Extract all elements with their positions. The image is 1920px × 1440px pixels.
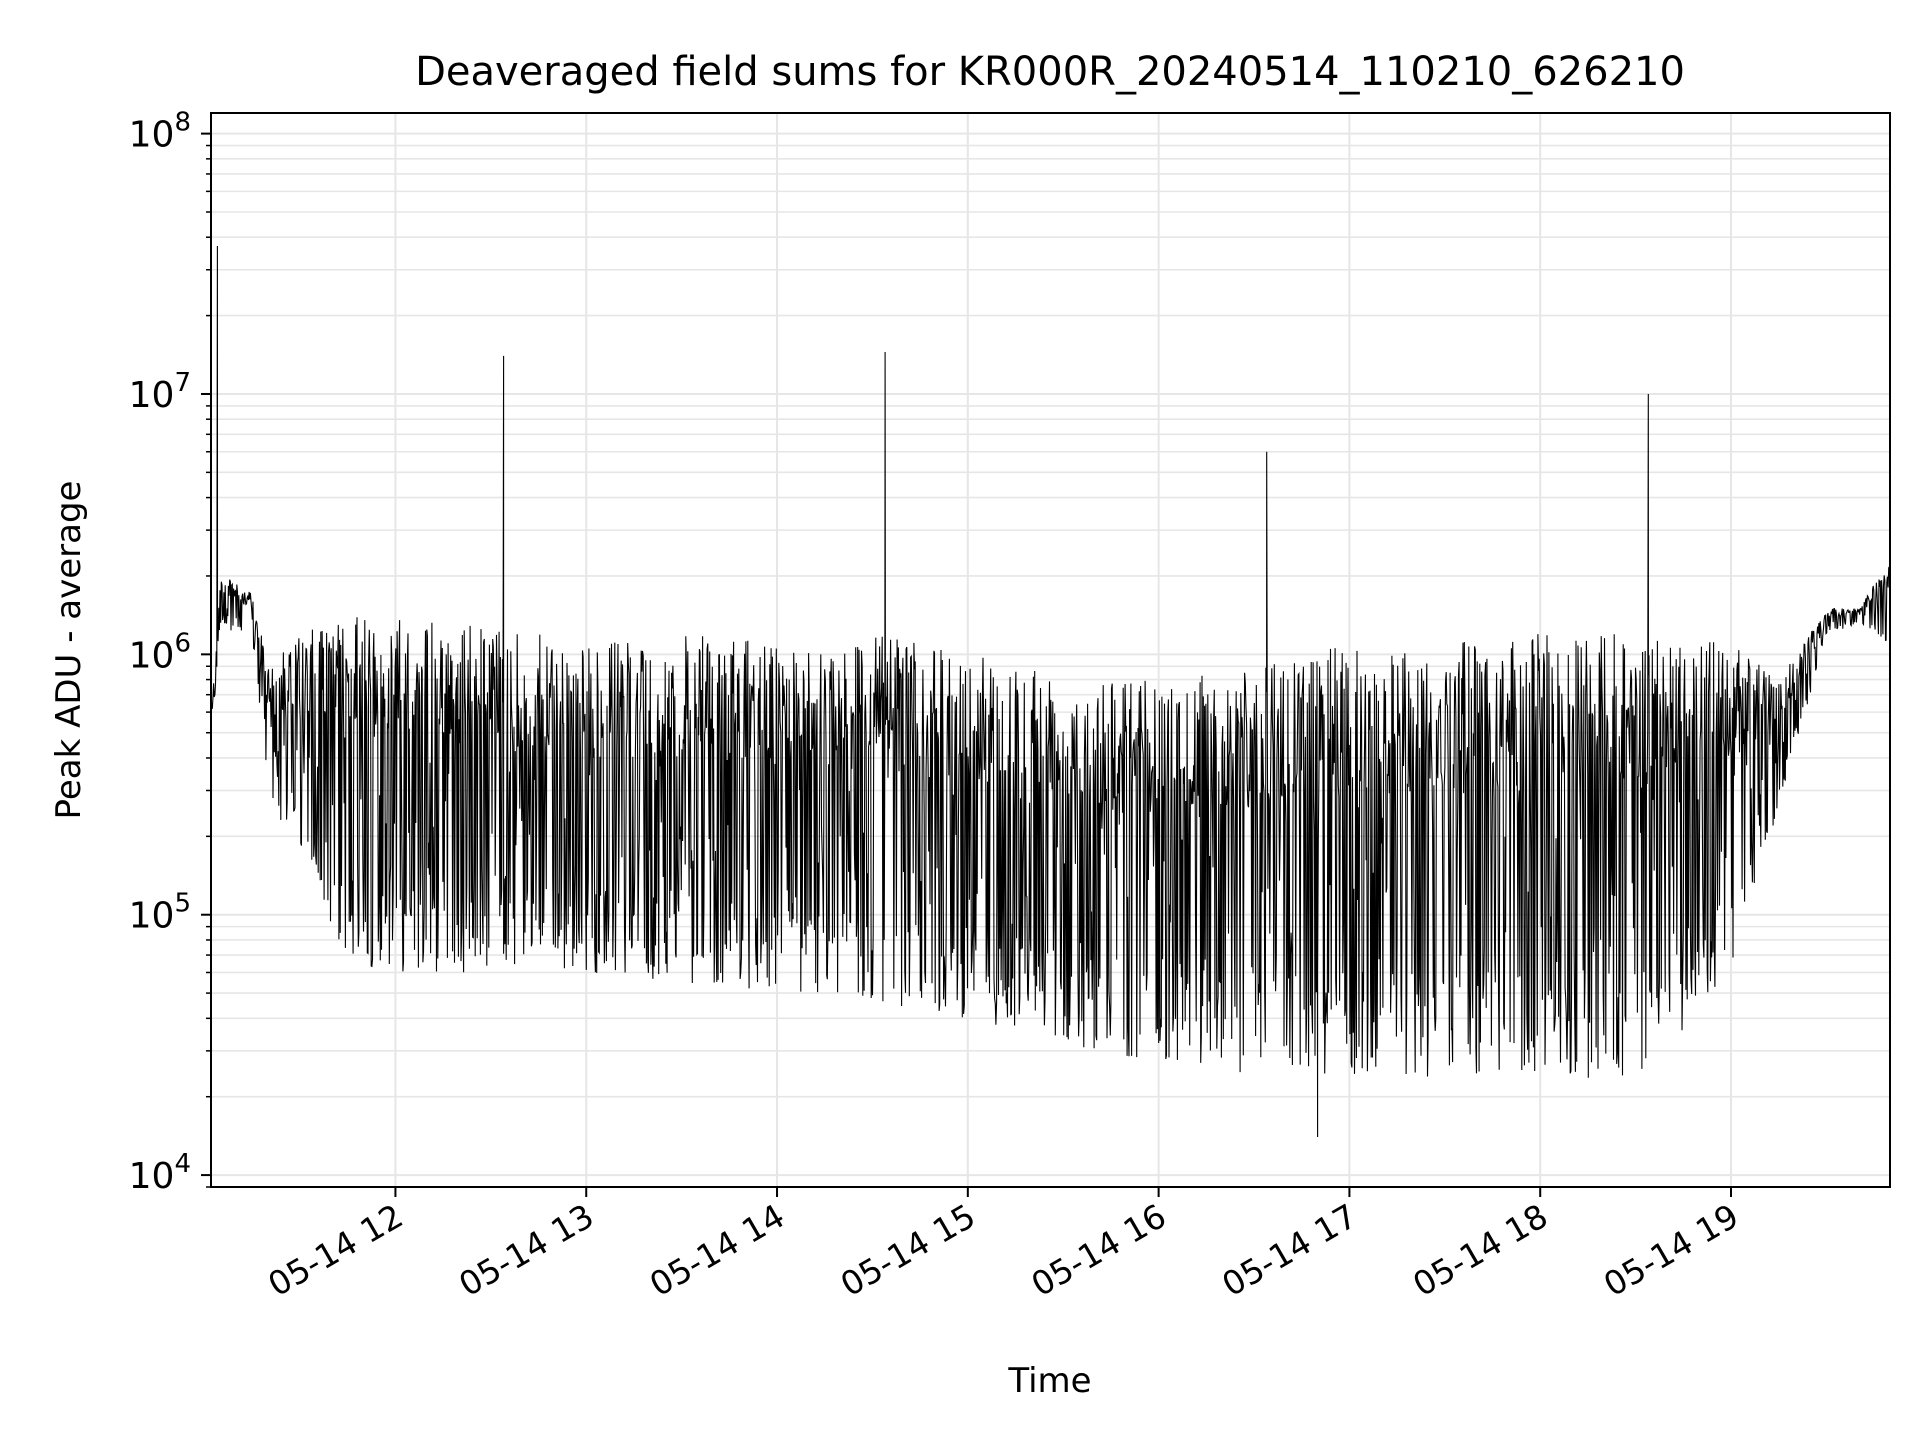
y-axis-label: Peak ADU - average [49, 481, 89, 820]
plot-frame [210, 112, 1891, 1188]
y-tick-label: 108 [129, 108, 191, 156]
y-tick-label: 104 [129, 1149, 191, 1197]
chart-title: Deaveraged field sums for KR000R_2024051… [415, 49, 1685, 95]
y-axis-ticks: 104 105 106 107 108 [129, 108, 211, 1197]
y-tick-label: 105 [129, 889, 191, 937]
x-axis-label: Time [1007, 1361, 1091, 1401]
data-line-group [210, 166, 1891, 1138]
y-tick-label: 107 [129, 368, 191, 416]
y-tick-label: 106 [129, 628, 191, 676]
series-line [210, 166, 1891, 1138]
